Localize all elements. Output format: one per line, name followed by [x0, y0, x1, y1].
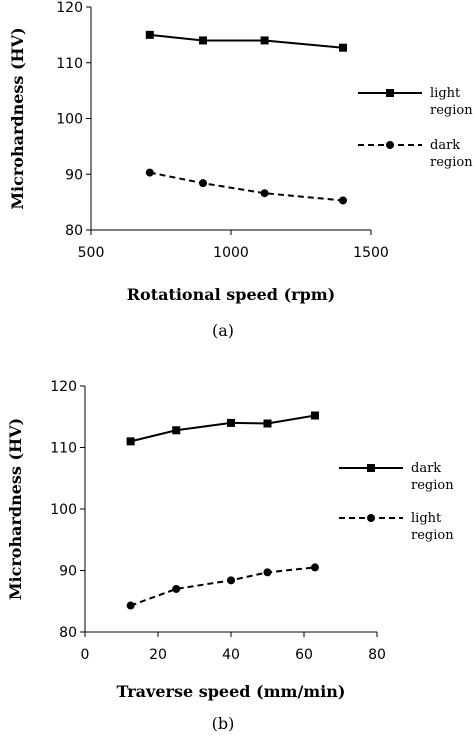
chart-b-series-line [130, 566, 316, 607]
chart-a-y-tick-label: 120 [56, 0, 83, 16]
chart-a-x-axis-title: Rotational speed (rpm) [127, 285, 336, 304]
chart-a-x-tick-label: 1000 [213, 245, 249, 261]
chart-b-point-circle [227, 576, 235, 585]
chart-b-y-tick-label: 90 [59, 564, 77, 580]
chart-a-point-circle [260, 189, 269, 198]
chart-b-svg: 80 90 100 110 120 0 20 40 60 80 Traverse speed (mm… [6, 379, 454, 733]
chart-a-series-line [149, 171, 344, 202]
chart-a-point-square [145, 30, 154, 39]
chart-b-y-tick-label: 120 [50, 379, 77, 395]
chart-b-y-tick-label: 80 [59, 625, 77, 641]
chart-a-x-tick-label: 500 [78, 245, 105, 261]
chart-b-x-tick-label: 80 [368, 647, 386, 663]
chart-b-point-circle [172, 584, 181, 593]
chart-b-legend-label: dark [411, 461, 441, 476]
chart-a-point-square [339, 43, 347, 52]
chart-b-legend-label: light [411, 511, 442, 526]
chart-a-legend-marker-circle [386, 141, 394, 149]
chart-b-y-axis-title: Microhardness (HV) [6, 418, 25, 600]
chart-b-point-square [227, 418, 235, 427]
chart-b-y-tick-label: 110 [50, 441, 77, 457]
chart-a-y-tick-label: 100 [56, 112, 83, 128]
chart-b-y-tick-label: 100 [50, 502, 77, 518]
chart-b-legend-marker-circle [367, 514, 375, 522]
chart-a-svg: 80 90 100 110 120 500 1000 1500 Rotational speed… [8, 0, 473, 340]
chart-a-point-circle [145, 168, 154, 177]
chart-a-y-tick-label: 80 [65, 223, 83, 239]
chart-b-legend-marker-square [367, 464, 375, 472]
chart-b-point-square [126, 437, 135, 446]
chart-a-x-tick-label: 1500 [353, 245, 389, 261]
chart-b-legend-label: region [411, 478, 454, 493]
chart-a-y-tick-label: 110 [56, 56, 83, 72]
chart-panel-a: 80 90 100 110 120 500 1000 1500 Rotational speed… [8, 0, 473, 340]
chart-a-point-circle [339, 196, 347, 205]
chart-b-series-line [130, 414, 316, 443]
chart-panel-b: 80 90 100 110 120 0 20 40 60 80 Traverse speed (mm… [0, 369, 474, 738]
chart-b-legend-label: region [411, 528, 454, 543]
chart-a-legend-label: light [430, 86, 461, 101]
chart-a-point-circle [199, 179, 207, 188]
chart-a-y-tick-label: 90 [65, 167, 83, 183]
chart-b-point-square [172, 426, 181, 435]
chart-b-point-square [263, 419, 272, 428]
chart-a-series-line [149, 33, 344, 49]
chart-a-point-square [260, 36, 269, 45]
chart-b-x-tick-label: 20 [149, 647, 167, 663]
chart-a-legend-label: dark [430, 138, 460, 153]
chart-b-x-tick-label: 0 [81, 647, 90, 663]
chart-a-legend-label: region [430, 155, 473, 170]
chart-a-panel-label: (a) [212, 321, 234, 340]
chart-a-legend-label: region [430, 103, 473, 118]
chart-b-x-axis-title: Traverse speed (mm/min) [117, 682, 346, 701]
chart-b-point-circle [126, 601, 135, 610]
chart-b-point-square [310, 411, 319, 420]
chart-a-legend-marker-square [386, 89, 394, 97]
chart-a-point-square [199, 36, 207, 45]
chart-b-point-circle [310, 563, 319, 572]
chart-b-x-tick-label: 60 [295, 647, 313, 663]
chart-b-x-tick-label: 40 [222, 647, 240, 663]
chart-b-panel-label: (b) [212, 714, 235, 733]
chart-a-y-axis-title: Microhardness (HV) [8, 27, 27, 209]
chart-b-point-circle [263, 568, 272, 577]
